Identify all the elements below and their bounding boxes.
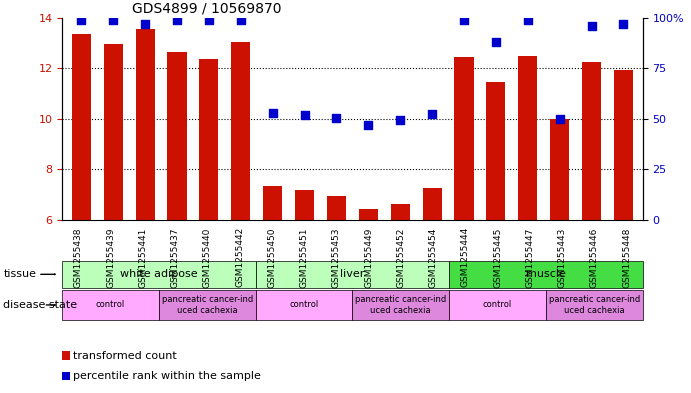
Point: [171, 17, 182, 23]
Point: [267, 110, 278, 116]
Text: GSM1255454: GSM1255454: [428, 227, 437, 288]
Text: liver: liver: [340, 269, 365, 279]
Point: [618, 20, 629, 27]
Bar: [359, 209, 378, 220]
Point: [203, 17, 214, 23]
Text: control: control: [483, 301, 512, 309]
Text: control: control: [290, 301, 319, 309]
Bar: [135, 29, 155, 220]
Point: [459, 17, 470, 23]
Text: disease state: disease state: [3, 300, 77, 310]
Point: [140, 20, 151, 27]
Text: GSM1255449: GSM1255449: [364, 227, 373, 288]
Text: pancreatic cancer-ind
uced cachexia: pancreatic cancer-ind uced cachexia: [162, 295, 253, 315]
Point: [522, 17, 533, 23]
Text: GSM1255443: GSM1255443: [558, 227, 567, 288]
Text: tissue: tissue: [3, 269, 37, 279]
Text: GSM1255442: GSM1255442: [235, 227, 244, 287]
Bar: [455, 57, 473, 220]
Text: GSM1255440: GSM1255440: [202, 227, 212, 288]
Text: GSM1255437: GSM1255437: [171, 227, 180, 288]
Bar: [199, 59, 218, 220]
Text: GSM1255452: GSM1255452: [396, 227, 406, 288]
Text: GSM1255444: GSM1255444: [461, 227, 470, 287]
Text: pancreatic cancer-ind
uced cachexia: pancreatic cancer-ind uced cachexia: [355, 295, 446, 315]
Bar: [104, 44, 123, 220]
Point: [331, 115, 342, 121]
Point: [363, 122, 374, 128]
Bar: [486, 82, 506, 220]
Bar: [550, 119, 569, 220]
Bar: [231, 42, 250, 220]
Bar: [582, 62, 601, 220]
Text: percentile rank within the sample: percentile rank within the sample: [73, 371, 261, 381]
Bar: [295, 190, 314, 220]
Text: GSM1255441: GSM1255441: [138, 227, 147, 288]
Text: GSM1255438: GSM1255438: [74, 227, 83, 288]
Point: [586, 23, 597, 29]
Point: [76, 17, 87, 23]
Text: GSM1255448: GSM1255448: [622, 227, 631, 288]
Text: GSM1255451: GSM1255451: [299, 227, 309, 288]
Text: control: control: [96, 301, 125, 309]
Point: [491, 39, 502, 45]
Bar: [518, 56, 538, 220]
Text: transformed count: transformed count: [73, 351, 177, 361]
Bar: [167, 52, 187, 220]
Text: muscle: muscle: [526, 269, 566, 279]
Bar: [263, 186, 282, 220]
Text: GSM1255453: GSM1255453: [332, 227, 341, 288]
Text: GSM1255446: GSM1255446: [589, 227, 599, 288]
Bar: [72, 34, 91, 220]
Bar: [390, 204, 410, 220]
Text: pancreatic cancer-ind
uced cachexia: pancreatic cancer-ind uced cachexia: [549, 295, 640, 315]
Text: GSM1255439: GSM1255439: [106, 227, 115, 288]
Bar: [423, 189, 442, 220]
Point: [554, 116, 565, 122]
Text: GSM1255445: GSM1255445: [493, 227, 502, 288]
Text: GDS4899 / 10569870: GDS4899 / 10569870: [132, 1, 281, 15]
Text: white adipose: white adipose: [120, 269, 198, 279]
Point: [235, 17, 246, 23]
Point: [299, 112, 310, 118]
Bar: [614, 70, 633, 220]
Text: GSM1255450: GSM1255450: [267, 227, 276, 288]
Point: [108, 17, 119, 23]
Bar: [327, 196, 346, 220]
Point: [426, 111, 437, 117]
Text: GSM1255447: GSM1255447: [525, 227, 534, 288]
Point: [395, 117, 406, 123]
